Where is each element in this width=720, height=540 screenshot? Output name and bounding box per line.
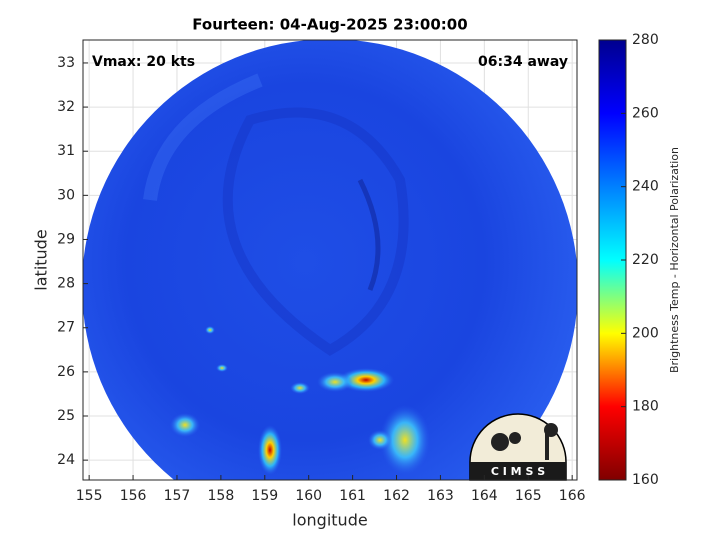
colorbar-tick-label: 180	[632, 399, 659, 415]
x-tick-label: 165	[515, 488, 542, 504]
colorbar-tick-label: 260	[632, 105, 659, 121]
x-tick-label: 164	[471, 488, 498, 504]
chart-title: Fourteen: 04-Aug-2025 23:00:00	[192, 16, 467, 34]
colorbar-tick-label: 240	[632, 179, 659, 195]
logo: C I M S S	[469, 413, 567, 481]
swath	[83, 40, 577, 480]
x-tick-label: 157	[164, 488, 191, 504]
x-axis-label: longitude	[292, 511, 367, 530]
colorbar-tick-label: 280	[632, 32, 659, 48]
y-tick-label: 26	[57, 364, 75, 380]
x-tick-label: 162	[383, 488, 410, 504]
x-tick-label: 166	[559, 488, 586, 504]
logo-text: C I M S S	[491, 465, 545, 478]
x-tick-label: 161	[339, 488, 366, 504]
x-tick-label: 158	[208, 488, 235, 504]
y-axis-label: latitude	[32, 229, 51, 290]
colorbar-label: Brightness Temp - Horizontal Polarizatio…	[668, 147, 681, 373]
x-tick-label: 156	[120, 488, 147, 504]
y-tick-label: 27	[57, 320, 75, 336]
annotation: Vmax: 20 kts	[92, 54, 195, 70]
y-tick-label: 31	[57, 143, 75, 159]
x-tick-label: 160	[295, 488, 322, 504]
colorbar-tick-label: 220	[632, 252, 659, 268]
y-tick-label: 24	[57, 452, 75, 468]
x-tick-label: 155	[76, 488, 103, 504]
colorbar-tick-label: 200	[632, 325, 659, 341]
y-tick-label: 30	[57, 187, 75, 203]
colorbar-tick-label: 160	[632, 472, 659, 488]
annotation: 06:34 away	[478, 54, 568, 70]
y-tick-label: 25	[57, 408, 75, 424]
y-tick-label: 33	[57, 55, 75, 71]
y-tick-label: 32	[57, 99, 75, 115]
x-tick-label: 159	[251, 488, 278, 504]
y-tick-label: 28	[57, 276, 75, 292]
y-tick-label: 29	[57, 231, 75, 247]
plot-frame	[82, 39, 578, 481]
x-tick-label: 163	[427, 488, 454, 504]
